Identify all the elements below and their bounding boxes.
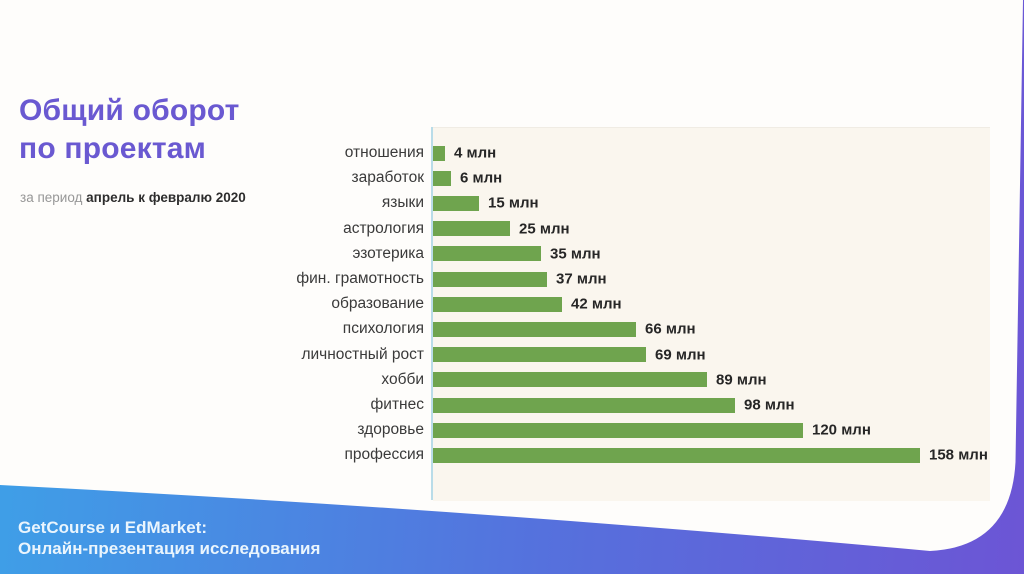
bar-row: языки 15 млн [0,194,1010,212]
value-label: 15 млн [488,194,539,212]
category-label: астрология [343,219,424,237]
category-label: психология [342,320,424,338]
category-label: отношения [344,144,424,161]
footer-caption: GetCourse и EdMarket: Онлайн-презентация… [18,517,320,559]
value-label: 158 млн [929,446,988,464]
category-label: профессия [344,446,424,464]
bar [433,145,445,161]
category-label: здоровье [357,421,424,439]
value-label: 4 млн [454,144,497,162]
bar [433,321,636,337]
bar-row: здоровье 120 млн [0,421,1010,439]
value-label: 89 млн [716,371,767,389]
bar [433,347,646,363]
value-label: 35 млн [550,245,601,263]
bar [433,170,451,186]
bar-row: эзотерика 35 млн [0,244,1010,263]
value-label: 6 млн [460,169,503,187]
bar [433,422,803,438]
category-label: образование [331,295,424,313]
category-label: фин. грамотность [296,270,424,287]
value-label: 25 млн [519,220,570,238]
category-label: фитнес [370,396,424,413]
bar-row: личностный рост 69 млн [0,345,1010,364]
bar-row: хобби 89 млн [0,370,1010,389]
bar [433,296,562,312]
bar [433,246,541,262]
footer-line2: Онлайн-презентация исследования [18,539,321,558]
value-label: 66 млн [645,320,696,338]
bar [433,397,735,413]
period-subtitle-prefix: за период [20,190,83,205]
bar-row: профессия 158 млн [0,446,1010,464]
value-label: 37 млн [556,270,607,288]
bar-row: фин. грамотность 37 млн [0,270,1010,288]
y-axis-line [431,127,433,500]
value-label: 120 млн [812,421,871,439]
value-label: 42 млн [571,295,622,313]
bar [433,372,707,388]
bar-row: психология 66 млн [0,320,1010,338]
bar-row: заработок 6 млн [0,169,1010,187]
footer-line1: GetCourse и EdMarket: [18,518,207,537]
bar [433,447,920,463]
page-title: Общий оборот по проектам [19,92,319,168]
bar-row: образование 42 млн [0,295,1010,313]
page-title-line1: Общий оборот [19,94,240,127]
category-label: хобби [381,370,424,388]
category-label: личностный рост [301,345,424,363]
category-label: эзотерика [352,244,424,262]
value-label: 69 млн [655,346,706,364]
category-label: языки [381,194,424,212]
plot-area [433,127,990,501]
category-label: заработок [351,169,424,187]
period-subtitle: за период апрель к февралю 2020 [20,190,246,205]
bar-row: фитнес 98 млн [0,396,1010,414]
period-subtitle-value: апрель к февралю 2020 [86,190,246,205]
bar [433,195,479,211]
bar-row: отношения 4 млн [0,144,1010,162]
bar-row: астрология 25 млн [0,219,1010,238]
bar [433,271,547,287]
page-title-line2: по проектам [19,132,207,165]
bar [433,221,510,237]
value-label: 98 млн [744,396,795,414]
